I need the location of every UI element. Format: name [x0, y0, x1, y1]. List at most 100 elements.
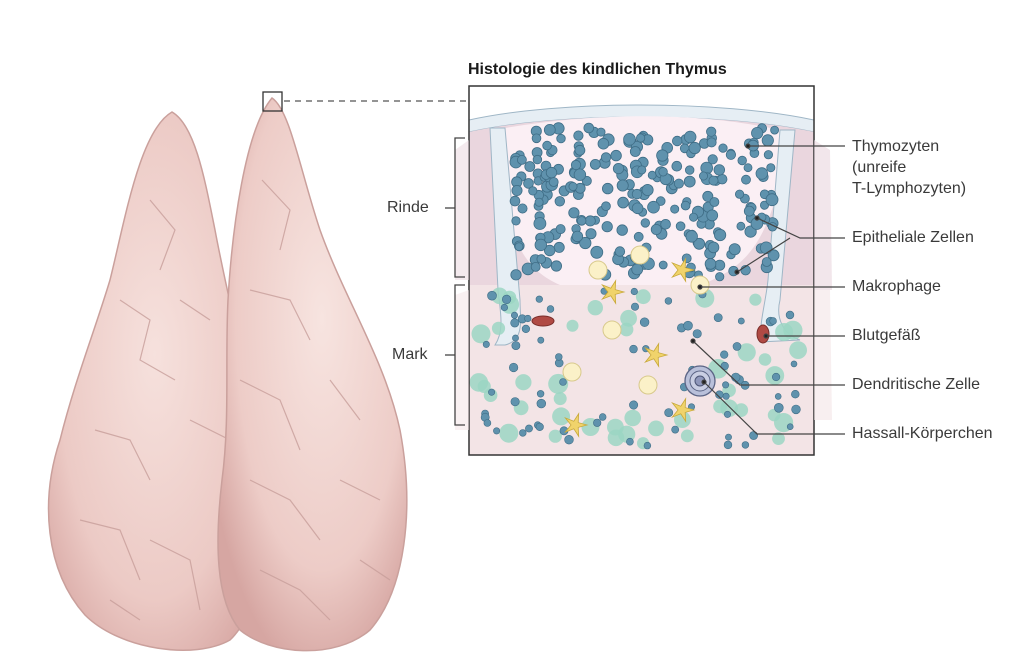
lymphocyte-cell: [598, 413, 607, 421]
macrophage-cell: [638, 375, 658, 395]
label-blutgefaess: Blutgefäß: [852, 327, 921, 344]
macrophage-cell: [562, 362, 582, 382]
thymocyte-cell: [702, 190, 714, 202]
thymocyte-cell: [718, 143, 728, 153]
thymocyte-cell: [671, 160, 683, 172]
lymphocyte-cell: [521, 324, 531, 334]
thymocyte-cell: [623, 133, 636, 146]
thymocyte-cell: [532, 154, 543, 165]
thymocyte-cell: [743, 205, 755, 217]
lymphocyte-cell: [483, 419, 492, 427]
dendritic-cell: [671, 257, 696, 283]
lymphocyte-cell: [741, 441, 750, 449]
thymocyte-cell: [577, 216, 587, 226]
thymocyte-cell: [734, 189, 745, 199]
lymphocyte-cell: [629, 400, 639, 410]
thymocyte-cell: [616, 179, 629, 192]
thymocyte-cell: [741, 174, 751, 185]
thymocyte-cell: [523, 178, 534, 189]
thymocyte-cell: [610, 149, 622, 162]
thymocyte-cell: [589, 158, 601, 170]
epithelial-cell: [624, 409, 641, 427]
thymocyte-cell: [656, 149, 669, 162]
thymocyte-cell: [672, 135, 683, 147]
lymphocyte-cell: [537, 336, 545, 344]
lymphocyte-cell: [630, 287, 638, 296]
hassall-corpuscle: [684, 365, 716, 397]
lymphocyte-cell: [546, 305, 555, 313]
thymocyte-cell: [617, 196, 629, 209]
thymocyte-cell: [590, 245, 604, 259]
macrophage-cell: [602, 320, 622, 340]
thymocyte-cell: [751, 127, 764, 140]
histology-panel: [469, 86, 814, 455]
thymocyte-cluster: [509, 122, 780, 282]
thymocyte-cell: [553, 241, 565, 253]
thymocyte-cell: [707, 154, 718, 165]
thymocyte-cell: [528, 186, 538, 196]
thymocyte-cell: [509, 195, 521, 207]
tissue-bleed-right: [814, 140, 832, 420]
lymphocyte-cell: [536, 390, 545, 398]
thymocyte-cell: [713, 228, 727, 242]
macrophage-cell: [630, 245, 650, 265]
thymocyte-cell: [597, 137, 610, 150]
thymocyte-cell: [761, 257, 772, 267]
medulla-cells: [469, 245, 807, 450]
thymocyte-cell: [728, 243, 741, 256]
lymphocyte-cell: [510, 318, 520, 328]
thymocyte-cell: [612, 163, 625, 175]
thymocyte-cell: [683, 175, 696, 188]
epithelial-cell: [471, 324, 491, 344]
epithelial-cell: [566, 319, 579, 332]
lymphocyte-cell: [720, 350, 729, 359]
thymocyte-cell: [601, 201, 611, 212]
thymocyte-cell: [640, 218, 651, 228]
thymocyte-cell: [704, 258, 717, 270]
label-makrophage: Makrophage: [852, 278, 941, 295]
lymphocyte-cell: [536, 398, 546, 409]
thymocyte-cell: [542, 140, 552, 151]
lymphocyte-cell: [511, 341, 521, 350]
lymphocyte-cell: [525, 424, 533, 433]
epithelial-cell: [552, 407, 571, 426]
diagram-title: Histologie des kindlichen Thymus: [468, 61, 727, 78]
blood-vessel-left: [531, 315, 555, 327]
lymphocyte-cell: [502, 294, 512, 305]
thymocyte-cell: [670, 204, 680, 214]
thymocyte-cell: [717, 173, 728, 185]
lymphocyte-cell: [773, 402, 784, 413]
thymocyte-cell: [759, 241, 773, 255]
thymocyte-cell: [647, 170, 657, 180]
epithelial-cell: [789, 341, 807, 359]
lymphocyte-cell: [785, 310, 795, 320]
lymphocyte-cell: [713, 313, 723, 322]
epithelial-cell: [758, 353, 772, 366]
lymphocyte-cell: [692, 329, 702, 339]
lymphocyte-cell: [519, 429, 527, 437]
thymocyte-cell: [715, 272, 725, 282]
thymocyte-cell: [658, 167, 668, 177]
epithelial-cell: [587, 300, 603, 316]
leader-epitheliale: [756, 217, 845, 239]
lymphocyte-cell: [725, 433, 732, 441]
thymocyte-cell: [524, 161, 536, 172]
thymocyte-cell: [534, 238, 548, 252]
thymocyte-cell: [511, 184, 523, 196]
thymocyte-cell: [688, 141, 701, 155]
lymphocyte-cell: [722, 381, 730, 389]
thymocyte-cell: [571, 230, 584, 243]
thymocyte-cell: [544, 244, 556, 257]
lymphocyte-cell: [720, 361, 729, 371]
thymocyte-cell: [706, 137, 717, 148]
lymphocyte-cell: [626, 437, 634, 446]
thymus-right-lobe: [217, 97, 408, 652]
thymocyte-cell: [511, 216, 521, 226]
thymocyte-cell: [543, 123, 556, 136]
lymphocyte-cell: [500, 303, 509, 312]
thymocyte-cell: [660, 219, 671, 230]
lymphocyte-cell: [683, 320, 693, 331]
thymocyte-cell: [579, 236, 592, 250]
thymocyte-cell: [533, 217, 547, 230]
thymocyte-cell: [689, 212, 699, 222]
